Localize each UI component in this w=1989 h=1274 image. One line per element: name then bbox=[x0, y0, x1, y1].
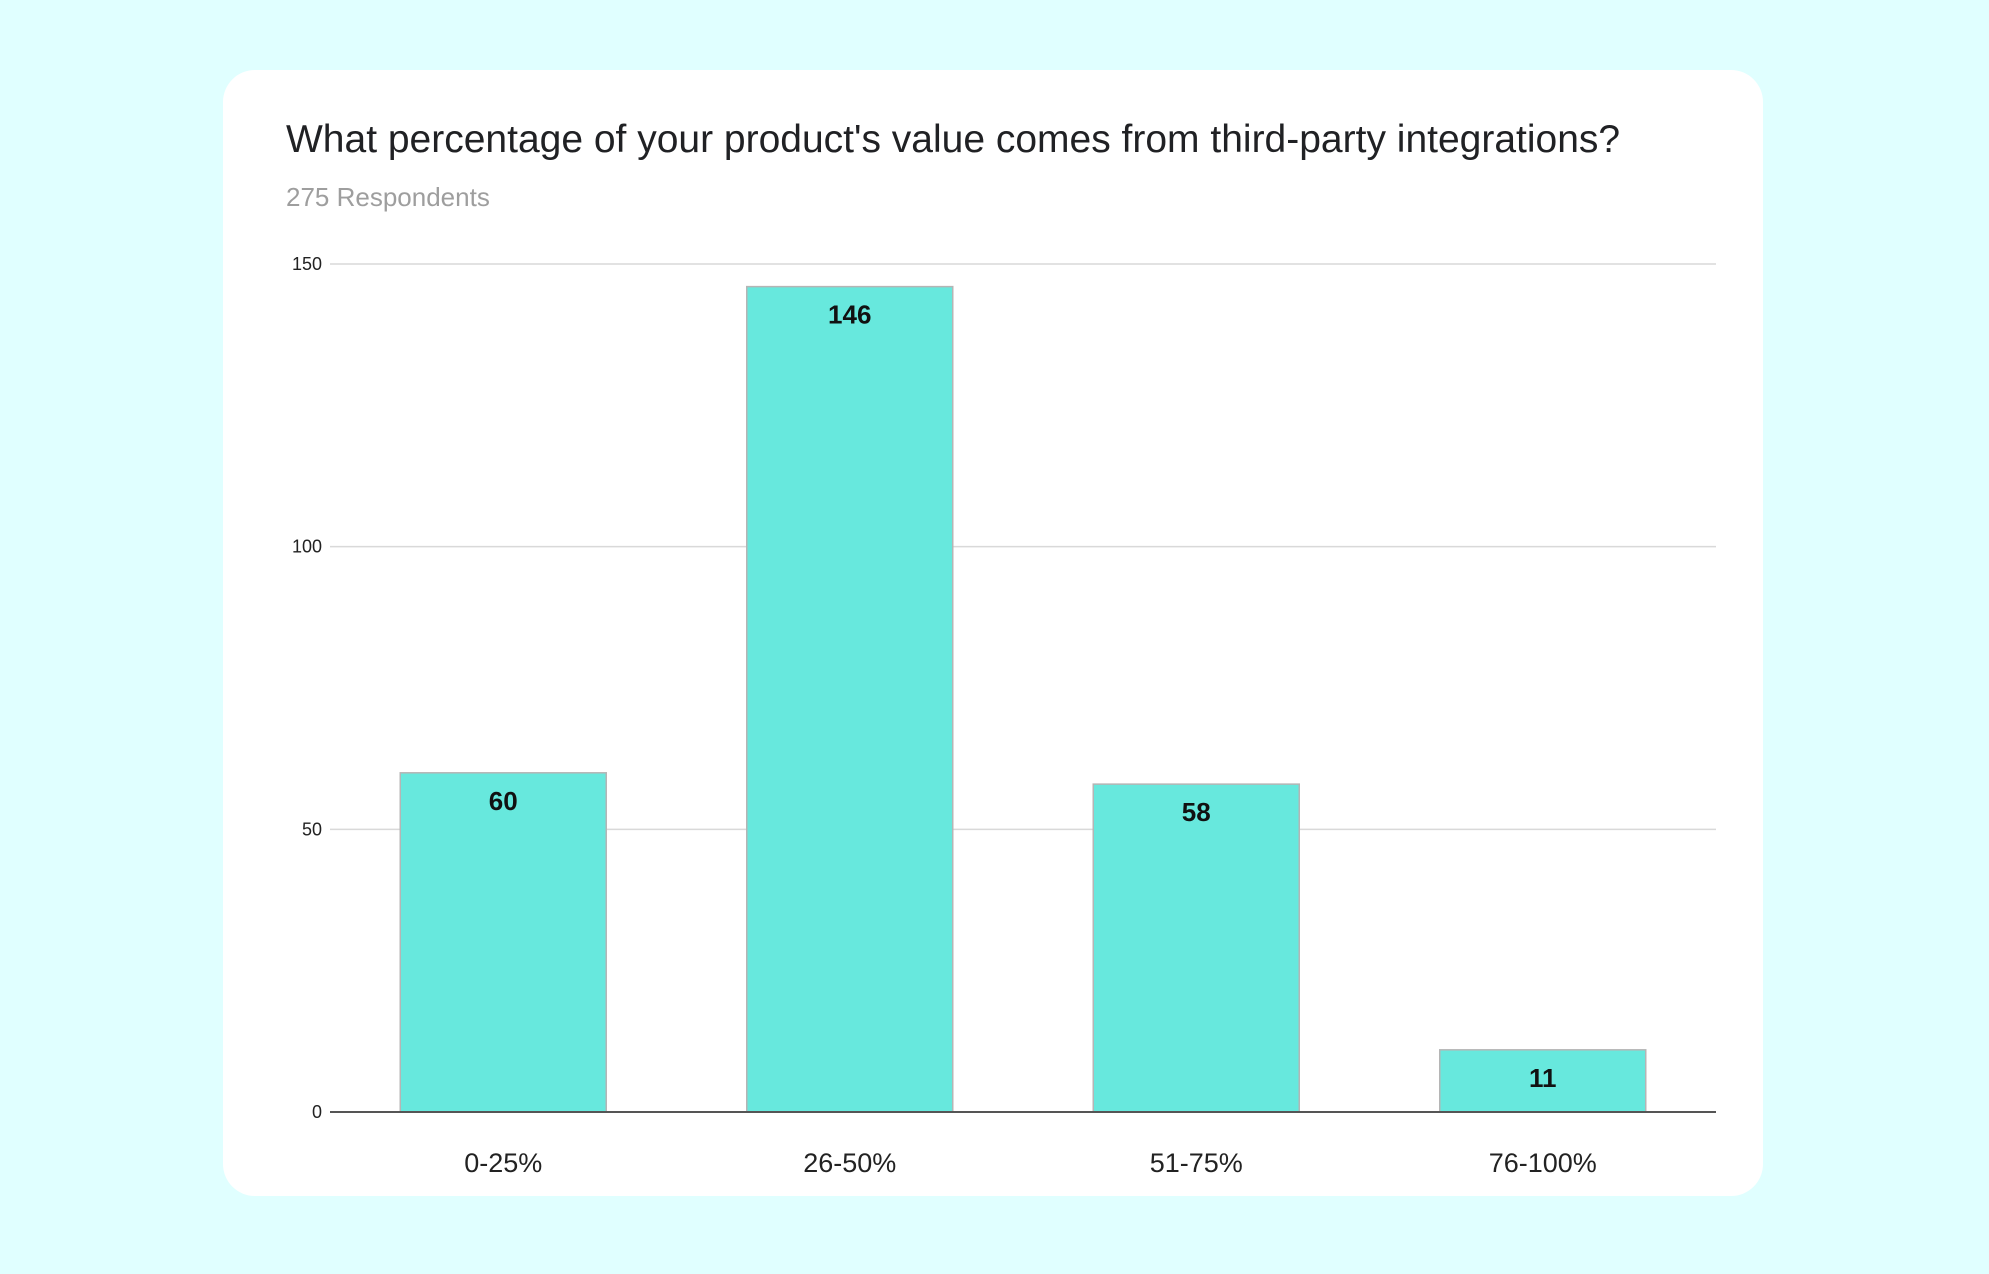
bar bbox=[1092, 783, 1300, 1113]
y-tick-label: 150 bbox=[292, 254, 322, 274]
bar-chart: 0 50 100 150 60 0-25% 146 26-50% 58 51-75% 11 76-10… bbox=[292, 254, 1716, 1178]
data-label: 11 bbox=[1529, 1063, 1557, 1093]
chart-title: What percentage of your product's value … bbox=[286, 118, 1621, 161]
chart-card: What percentage of your product's value … bbox=[223, 70, 1763, 1196]
x-tick-label: 26-50% bbox=[803, 1148, 896, 1178]
y-tick-label: 0 bbox=[312, 1102, 322, 1122]
data-label: 146 bbox=[828, 300, 871, 330]
data-label: 58 bbox=[1182, 797, 1211, 827]
bar bbox=[746, 285, 954, 1113]
y-tick-label: 100 bbox=[292, 537, 322, 557]
respondent-count: 275 Respondents bbox=[286, 182, 490, 212]
x-tick-label: 0-25% bbox=[464, 1148, 542, 1178]
x-tick-label: 76-100% bbox=[1489, 1148, 1597, 1178]
data-label: 60 bbox=[489, 786, 518, 816]
bar bbox=[1439, 1049, 1647, 1113]
x-tick-label: 51-75% bbox=[1150, 1148, 1243, 1178]
bar bbox=[399, 772, 607, 1113]
y-tick-label: 50 bbox=[302, 819, 322, 839]
